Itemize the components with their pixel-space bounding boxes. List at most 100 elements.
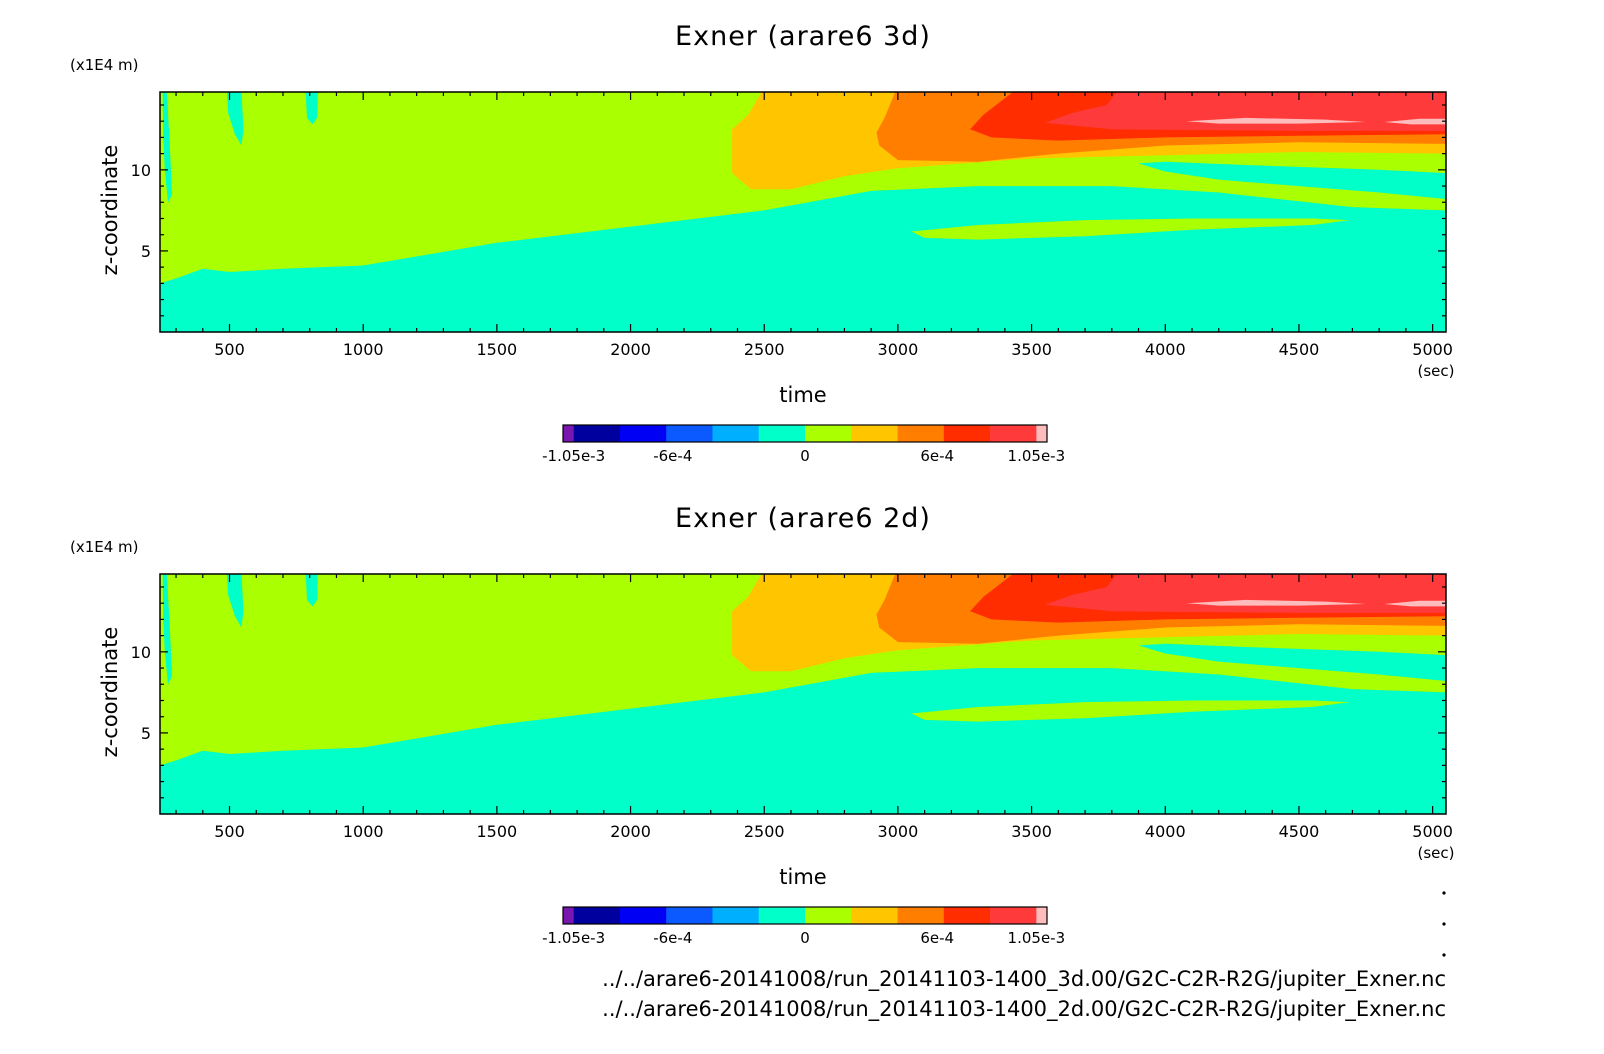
colorbar-swatch xyxy=(897,907,945,924)
colorbar-swatch xyxy=(573,907,621,924)
colorbar-swatch xyxy=(666,907,713,924)
x-unit-label: (sec) xyxy=(1418,844,1455,862)
colorbar-swatch xyxy=(563,907,574,924)
colorbar: -1.05e-3 -6e-4 0 6e-4 1.05e-3 xyxy=(542,906,1066,947)
contour-region xyxy=(1138,161,1446,199)
colorbar-swatch xyxy=(943,907,991,924)
file-path-3d: ../../arare6-20141008/run_20141103-1400_… xyxy=(602,967,1446,992)
colorbar-label: 0 xyxy=(800,929,810,947)
contour-region xyxy=(305,92,318,125)
stray-dot xyxy=(1442,922,1446,926)
contour-fills xyxy=(160,574,1446,814)
contour-region xyxy=(305,574,318,607)
x-tick-label: 1500 xyxy=(477,340,518,359)
x-tick-label: 4000 xyxy=(1145,340,1186,359)
colorbar-label: 6e-4 xyxy=(920,929,954,947)
x-tick-label: 1000 xyxy=(343,340,384,359)
colorbar-swatch xyxy=(851,907,898,924)
chart-title: Exner (arare6 2d) xyxy=(675,503,931,534)
panel-2d: Exner (arare6 2d) (x1E4 m) 500 1000 1500 20… xyxy=(70,503,1455,947)
colorbar-frame xyxy=(562,424,1048,443)
y-axis-label: z-coordinate xyxy=(98,145,122,276)
contour-region xyxy=(162,574,172,685)
x-tick-label: 5000 xyxy=(1412,822,1453,841)
contour-region xyxy=(226,92,244,146)
colorbar-label: -6e-4 xyxy=(653,447,692,465)
x-tick-label: 3500 xyxy=(1011,822,1052,841)
x-tick-label: 2000 xyxy=(610,822,651,841)
plot-frame xyxy=(159,91,1447,333)
colorbar-label: 6e-4 xyxy=(920,447,954,465)
contour-region xyxy=(226,574,244,628)
y-axis: 5 10 xyxy=(131,586,1446,799)
x-tick-label: 4000 xyxy=(1145,822,1186,841)
contour-region xyxy=(911,700,1350,722)
contour-fills xyxy=(160,92,1446,332)
contour-region xyxy=(162,92,172,203)
y-axis: 5 10 xyxy=(131,104,1446,317)
contour-region xyxy=(1384,118,1446,125)
y-unit-label: (x1E4 m) xyxy=(70,56,139,74)
colorbar-swatch xyxy=(805,425,852,442)
colorbar-swatch xyxy=(712,907,760,924)
colorbar-swatch xyxy=(619,907,667,924)
x-tick-label: 4500 xyxy=(1279,340,1320,359)
y-tick-label: 5 xyxy=(141,724,151,743)
x-tick-label: 2000 xyxy=(610,340,651,359)
colorbar-swatch xyxy=(805,907,852,924)
stray-dot xyxy=(1442,891,1446,895)
contour-region xyxy=(911,218,1350,240)
y-axis-label: z-coordinate xyxy=(98,627,122,758)
colorbar-swatch xyxy=(1036,907,1048,924)
colorbar-swatch xyxy=(1036,425,1048,442)
colorbar-swatch xyxy=(666,425,713,442)
y-tick-label: 10 xyxy=(131,643,151,662)
x-tick-label: 3500 xyxy=(1011,340,1052,359)
x-axis-label: time xyxy=(779,383,826,407)
plot-area xyxy=(159,91,1447,333)
plot-area xyxy=(159,573,1447,815)
x-tick-label: 1500 xyxy=(477,822,518,841)
colorbar-frame xyxy=(562,906,1048,925)
y-tick-label: 10 xyxy=(131,161,151,180)
y-unit-label: (x1E4 m) xyxy=(70,538,139,556)
file-path-2d: ../../arare6-20141008/run_20141103-1400_… xyxy=(602,997,1446,1022)
x-tick-label: 500 xyxy=(214,822,245,841)
colorbar-label: 1.05e-3 xyxy=(1008,929,1066,947)
x-tick-label: 2500 xyxy=(744,822,785,841)
stray-dot xyxy=(1442,953,1446,957)
x-tick-label: 2500 xyxy=(744,340,785,359)
colorbar-swatch xyxy=(758,907,806,924)
colorbar-swatch xyxy=(712,425,760,442)
contour-region xyxy=(1138,643,1446,681)
colorbar-label: -6e-4 xyxy=(653,929,692,947)
x-axis-label: time xyxy=(779,865,826,889)
colorbar-swatch xyxy=(573,425,621,442)
x-tick-label: 500 xyxy=(214,340,245,359)
colorbar-swatch xyxy=(897,425,945,442)
x-tick-label: 3000 xyxy=(878,822,919,841)
x-tick-label: 5000 xyxy=(1412,340,1453,359)
colorbar-swatch xyxy=(619,425,667,442)
x-tick-label: 4500 xyxy=(1279,822,1320,841)
x-unit-label: (sec) xyxy=(1418,362,1455,380)
contour-region xyxy=(1384,600,1446,607)
colorbar-swatch xyxy=(990,425,1037,442)
colorbar: -1.05e-3 -6e-4 0 6e-4 1.05e-3 xyxy=(542,424,1065,465)
colorbar-swatch xyxy=(943,425,991,442)
colorbar-label: -1.05e-3 xyxy=(542,447,605,465)
colorbar-label: 0 xyxy=(800,447,810,465)
chart-title: Exner (arare6 3d) xyxy=(675,21,931,52)
y-tick-label: 5 xyxy=(141,242,151,261)
panel-3d: Exner (arare6 3d) (x1E4 m) 500 1000 1500 20… xyxy=(70,21,1455,465)
x-axis: 500 1000 1500 2000 2500 3000 3500 4000 4500 5000 xyxy=(175,574,1453,841)
contour-region xyxy=(1186,117,1366,124)
colorbar-swatch xyxy=(563,425,574,442)
colorbar-label: -1.05e-3 xyxy=(542,929,605,947)
colorbar-swatch xyxy=(758,425,806,442)
colorbar-swatch xyxy=(990,907,1037,924)
colorbar-swatch xyxy=(851,425,898,442)
x-tick-label: 1000 xyxy=(343,822,384,841)
x-tick-label: 3000 xyxy=(878,340,919,359)
